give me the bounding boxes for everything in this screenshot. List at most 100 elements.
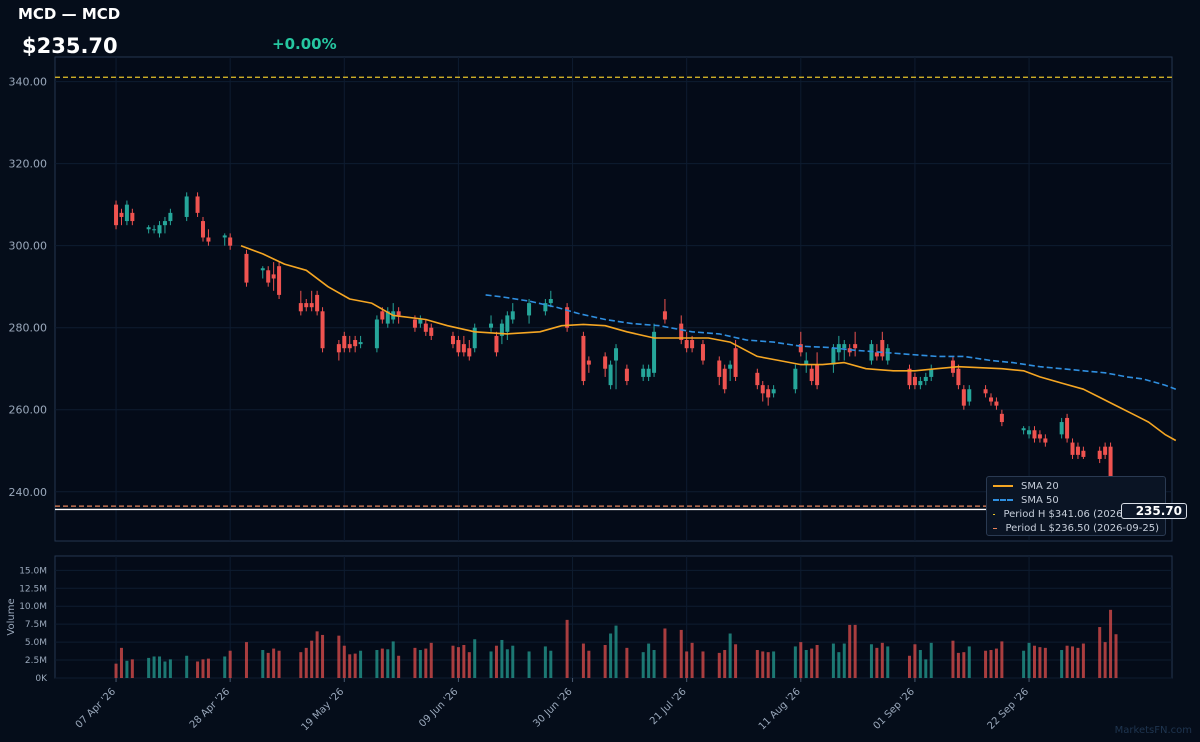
volume-bar [114,663,118,678]
volume-bars [114,609,1118,678]
volume-bar [201,659,205,678]
candle-body [728,364,733,369]
volume-bar [717,652,721,678]
volume-bar [581,643,585,678]
volume-bar [158,656,162,678]
volume-bar [793,646,797,678]
volume-bar [652,650,656,678]
legend-item-sma20[interactable]: SMA 20 [993,479,1159,493]
volume-bar [956,652,960,678]
legend-label: Period L $236.50 (2026-09-25) [1005,522,1159,534]
candle-body [499,323,504,336]
dashed-line-swatch-icon [993,499,1013,501]
volume-bar [418,650,422,678]
candle-body [277,266,282,295]
candle-body [989,397,994,402]
sma20-line [240,244,1177,442]
volume-bar [994,648,998,678]
legend-item-period-low[interactable]: Period L $236.50 (2026-09-25) [993,521,1159,535]
candle-body [798,344,803,353]
x-tick-label: 30 Jun '26 [531,686,574,729]
volume-bar [772,651,776,678]
candle-body [353,340,358,347]
chart-title: MCD — MCD [18,5,121,23]
volume-bar [967,646,971,678]
volume-bar [701,651,705,678]
volume-bar [641,652,645,678]
candle-body [429,327,434,336]
y-tick-label: 300.00 [9,240,48,253]
candle-body [450,335,455,345]
volume-bar [984,650,988,678]
candle-body [853,344,858,349]
candle-body [527,303,532,316]
volume-bar [473,639,477,678]
legend-item-sma50[interactable]: SMA 50 [993,493,1159,507]
volume-bar [679,629,683,678]
volume-bar [500,639,504,678]
volume-bar [223,656,227,678]
y-tick-label: 320.00 [9,158,48,171]
reference-lines [55,76,1172,511]
x-tick-label: 21 Jul '26 [648,686,689,727]
line-swatch-icon [993,485,1013,487]
candle-body [836,344,841,353]
volume-bar [299,652,303,678]
candle-body [624,368,629,382]
volume-bar [962,652,966,678]
moving-averages [240,244,1177,442]
candle-body [793,368,798,390]
volume-bar [119,647,123,678]
candle-body [489,323,494,328]
volume-bar [1022,650,1026,678]
candle-body [581,335,586,382]
candle-body [1037,434,1042,439]
volume-tick-label: 2.5M [25,656,47,666]
candle-body [869,344,874,361]
candle-body [461,344,466,353]
volume-bar [185,655,189,678]
legend-item-period-high[interactable]: Period H $341.06 (2026-02-27) [993,507,1159,521]
volume-bar [1032,645,1036,678]
candle-body [418,319,423,324]
y-tick-label: 240.00 [9,486,48,499]
y-tick-label: 280.00 [9,322,48,335]
volume-bar [799,642,803,678]
volume-bar [837,652,841,678]
price-panel [54,56,1173,542]
volume-bar [842,643,846,678]
volume-tick-label: 5.0M [25,638,47,648]
candle-body [456,340,461,353]
candle-body [342,335,347,349]
volume-bar [549,650,553,678]
candle-body [271,274,276,279]
candle-body [809,368,814,382]
candle-body [1021,428,1026,431]
volume-tick-label: 0K [35,674,48,684]
volume-bar [804,650,808,678]
volume-bar [1114,634,1118,678]
candle-body [755,372,760,386]
candle-body [168,212,173,222]
volume-bar [152,656,156,678]
candle-body [494,335,499,353]
candle-body [771,389,776,394]
candle-body [1097,450,1102,459]
candle-body [717,360,722,377]
candle-body [206,237,211,242]
volume-bar [489,651,493,678]
candle-body [679,323,684,341]
volume-bar [728,633,732,678]
volume-bar [266,652,270,678]
candle-body [918,381,923,386]
volume-bar [228,650,232,678]
volume-bar [429,642,433,678]
candle-body [923,376,928,382]
candle-body [1059,422,1064,435]
candle-body [614,348,619,361]
volume-bar [831,643,835,678]
volume-bar [647,643,651,678]
candle-body [467,348,472,357]
candle-body [815,364,820,386]
